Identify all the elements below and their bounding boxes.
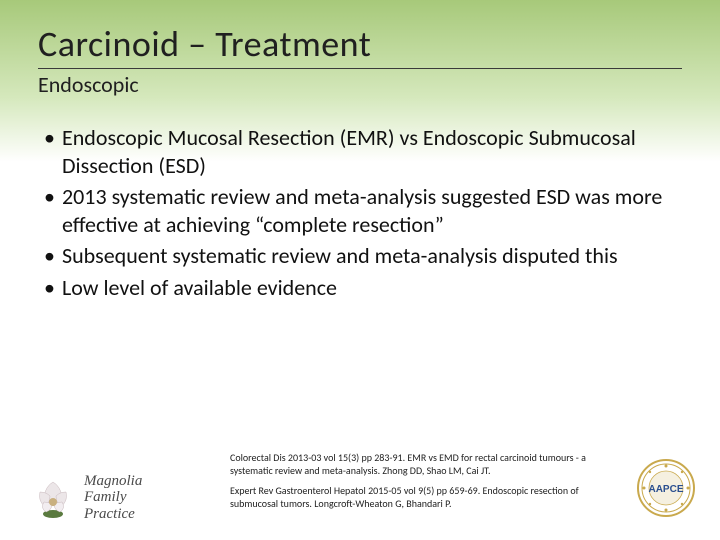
citation-block: Colorectal Dis 2013-03 vol 15(3) pp 283-… [230,452,600,518]
bullet-item: Subsequent systematic review and meta-an… [44,242,676,270]
aapce-badge-icon: AAPCE [636,458,696,518]
slide-subtitle: Endoscopic [38,71,682,98]
magnolia-logo: Magnolia Family Practice [30,473,142,523]
magnolia-flower-icon [30,474,76,520]
logo-line: Family [84,489,142,506]
logo-line: Practice [84,506,142,523]
bullet-item: 2013 systematic review and meta-analysis… [44,183,676,238]
slide-header: Carcinoid – Treatment Endoscopic [0,0,720,104]
logo-line: Magnolia [84,473,142,490]
bullet-item: Endoscopic Mucosal Resection (EMR) vs En… [44,124,676,179]
citation: Expert Rev Gastroenterol Hepatol 2015-05… [230,485,600,510]
aapce-logo: AAPCE [636,458,696,518]
citation: Colorectal Dis 2013-03 vol 15(3) pp 283-… [230,452,600,477]
aapce-text: AAPCE [648,484,683,495]
slide-content: Endoscopic Mucosal Resection (EMR) vs En… [0,104,720,301]
bullet-list: Endoscopic Mucosal Resection (EMR) vs En… [44,124,676,301]
magnolia-text: Magnolia Family Practice [84,473,142,523]
slide-title: Carcinoid – Treatment [38,22,682,69]
bullet-item: Low level of available evidence [44,274,676,302]
